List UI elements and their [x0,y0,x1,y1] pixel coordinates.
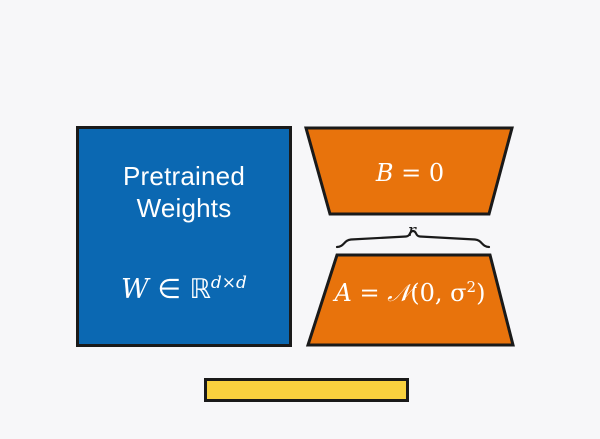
rank-brace-icon [335,229,491,249]
formula-exponent: d×d [210,273,247,293]
formula-member-symbol: ∈ [157,274,181,305]
matrix-a-distribution: 𝒩 [387,279,411,307]
matrix-b-rhs: 0 [428,159,445,187]
matrix-b-operator: = [401,159,422,187]
matrix-a-lhs: A [334,279,352,307]
matrix-b-formula: B = 0 [330,158,490,188]
matrix-a-shape[interactable] [305,253,515,347]
formula-variable-w: W [121,274,149,305]
rank-label: r [407,221,417,241]
matrix-b-lhs: B [375,159,394,187]
pretrained-weights-rect[interactable] [76,126,292,347]
matrix-a-formula: A = 𝒩(0, σ2) [306,272,514,308]
matrix-a-exponent: 2 [466,278,477,296]
pretrained-label-line2: Weights [136,193,232,223]
matrix-b-shape[interactable] [304,126,514,216]
pretrained-weights-formula: W ∈ ℝd×d [77,266,291,307]
formula-set-symbol: ℝ [189,274,211,305]
yellow-bar-rect[interactable] [204,378,409,402]
matrix-a-close-paren: ) [476,279,486,307]
matrix-a-args: (0, σ [410,279,467,307]
pretrained-weights-label: Pretrained Weights [77,160,291,224]
pretrained-label-line1: Pretrained [123,161,245,191]
matrix-a-operator: = [359,279,380,307]
